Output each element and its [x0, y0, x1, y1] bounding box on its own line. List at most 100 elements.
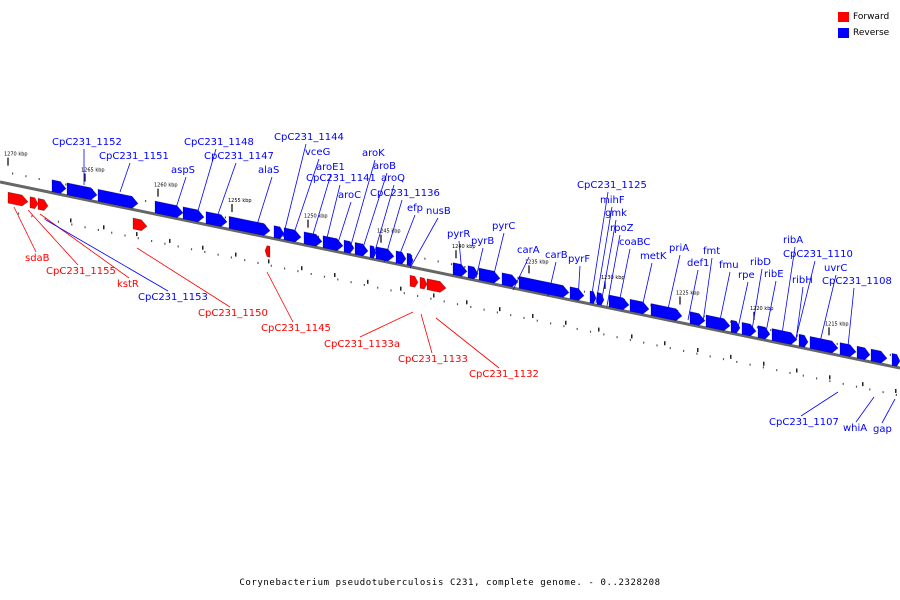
gene-label-ribh[interactable]: ribH: [792, 275, 813, 286]
gene-label-cpc231-1151[interactable]: CpC231_1151: [99, 151, 169, 162]
gene-label-aroe1[interactable]: aroE1: [316, 162, 345, 173]
gene-arrow-reverse[interactable]: [757, 325, 771, 340]
gene-arrow-reverse[interactable]: [154, 200, 184, 218]
gene-label-cpc231-1108[interactable]: CpC231_1108: [822, 276, 892, 287]
gene-label-asps[interactable]: aspS: [171, 165, 195, 176]
gene-arrow-reverse[interactable]: [705, 314, 731, 331]
gene-label-gap[interactable]: gap: [873, 424, 892, 435]
gene-label-cpc231-1133[interactable]: CpC231_1133: [398, 354, 468, 365]
gene-arrow-forward[interactable]: [426, 278, 447, 293]
gene-label-pyrc[interactable]: pyrC: [492, 221, 515, 232]
gene-label-cpc231-1145[interactable]: CpC231_1145: [261, 323, 331, 334]
gene-arrow-reverse[interactable]: [518, 275, 570, 298]
gene-label-cpc231-1136[interactable]: CpC231_1136: [370, 188, 440, 199]
gene-arrow-reverse[interactable]: [66, 182, 98, 201]
gene-arrow-reverse[interactable]: [798, 333, 809, 348]
gene-label-nusb[interactable]: nusB: [426, 206, 451, 217]
gene-arrow-reverse[interactable]: [891, 352, 900, 367]
gene-label-rpe[interactable]: rpe: [738, 270, 755, 281]
gene-label-aroc[interactable]: aroC: [338, 190, 361, 201]
gene-arrow-reverse[interactable]: [650, 303, 683, 322]
gene-label-cpc231-1152[interactable]: CpC231_1152: [52, 137, 122, 148]
gene-label-cpc231-1141[interactable]: CpC231_1141: [306, 173, 376, 184]
gene-label-riba[interactable]: ribA: [783, 235, 803, 246]
gene-label-uvrc[interactable]: uvrC: [824, 263, 847, 274]
gene-arrow-reverse[interactable]: [689, 311, 706, 326]
gene-label-cpc231-1150[interactable]: CpC231_1150: [198, 308, 268, 319]
gene-arrow-reverse[interactable]: [589, 290, 597, 305]
gene-arrow-forward[interactable]: [264, 245, 271, 258]
gene-arrow-forward[interactable]: [29, 196, 39, 210]
gene-label-fmu[interactable]: fmu: [719, 260, 739, 271]
gene-label-rpoz[interactable]: rpoZ: [610, 223, 634, 234]
gene-arrow-reverse[interactable]: [343, 239, 355, 254]
gene-label-pria[interactable]: priA: [669, 243, 689, 254]
gene-label-def1[interactable]: def1: [687, 258, 709, 269]
gene-arrow-reverse[interactable]: [569, 286, 585, 301]
gene-arrow-forward[interactable]: [7, 191, 29, 207]
gene-arrow-reverse[interactable]: [406, 252, 414, 267]
gene-label-metk[interactable]: metK: [640, 251, 667, 262]
gene-label-fmt[interactable]: fmt: [703, 246, 720, 257]
gene-label-cpc231-1148[interactable]: CpC231_1148: [184, 137, 254, 148]
gene-label-kstr[interactable]: kstR: [117, 279, 139, 290]
gene-arrow-reverse[interactable]: [283, 227, 302, 243]
gene-arrow-reverse[interactable]: [375, 246, 395, 262]
gene-label-cpc231-1144[interactable]: CpC231_1144: [274, 132, 344, 143]
gene-arrow-reverse[interactable]: [730, 319, 741, 334]
minor-tick: [855, 385, 858, 388]
gene-arrow-reverse[interactable]: [369, 245, 377, 259]
minor-tick: [550, 322, 552, 325]
gene-label-cara[interactable]: carA: [517, 245, 540, 256]
gene-label-aroq[interactable]: aroQ: [381, 173, 405, 184]
gene-arrow-reverse[interactable]: [870, 348, 888, 364]
gene-arrow-reverse[interactable]: [395, 250, 407, 265]
gene-arrow-forward[interactable]: [419, 276, 428, 290]
gene-label-efp[interactable]: efp: [407, 203, 423, 214]
gene-arrow-reverse[interactable]: [51, 179, 67, 194]
gene-arrow-forward[interactable]: [409, 274, 419, 288]
gene-label-cpc231-1153[interactable]: CpC231_1153: [138, 292, 208, 303]
scale-tick-label: 1225 kbp: [676, 291, 700, 297]
gene-arrow-reverse[interactable]: [629, 298, 650, 315]
gene-label-arok[interactable]: aroK: [362, 148, 385, 159]
gene-label-pyrb[interactable]: pyrB: [471, 236, 494, 247]
gene-arrow-forward[interactable]: [132, 217, 148, 232]
gene-arrow-reverse[interactable]: [97, 188, 139, 209]
gene-label-pyrf[interactable]: pyrF: [568, 254, 590, 265]
gene-label-alas[interactable]: alaS: [258, 165, 279, 176]
gene-arrow-reverse[interactable]: [273, 225, 285, 240]
gene-label-cpc231-1125[interactable]: CpC231_1125: [577, 180, 647, 191]
gene-arrow-reverse[interactable]: [856, 345, 871, 361]
gene-label-cpc231-1107[interactable]: CpC231_1107: [769, 417, 839, 428]
gene-label-cpc231-1155[interactable]: CpC231_1155: [46, 266, 116, 277]
gene-arrow-reverse[interactable]: [322, 235, 344, 251]
gene-arrow-reverse[interactable]: [478, 267, 501, 284]
gene-arrow-reverse[interactable]: [771, 328, 798, 345]
gene-label-pyrr[interactable]: pyrR: [447, 229, 470, 240]
gene-label-arob[interactable]: aroB: [373, 161, 396, 172]
gene-label-coabc[interactable]: coaBC: [619, 237, 650, 248]
gene-arrow-reverse[interactable]: [182, 206, 205, 223]
gene-label-ribe[interactable]: ribE: [764, 269, 784, 280]
gene-label-sdab[interactable]: sdaB: [25, 253, 50, 264]
gene-arrow-reverse[interactable]: [741, 321, 757, 337]
gene-arrow-reverse[interactable]: [228, 215, 271, 236]
gene-arrow-reverse[interactable]: [303, 231, 323, 247]
gene-arrow-forward[interactable]: [37, 197, 49, 211]
gene-label-cpc231-1110[interactable]: CpC231_1110: [783, 249, 853, 260]
gene-label-vceg[interactable]: vceG: [305, 147, 330, 158]
gene-arrow-reverse[interactable]: [354, 241, 369, 257]
gene-label-gmk[interactable]: gmk: [605, 208, 627, 219]
gene-label-mihf[interactable]: mihF: [600, 195, 625, 206]
gene-label-cpc231-1147[interactable]: CpC231_1147: [204, 151, 274, 162]
gene-label-ribd[interactable]: ribD: [750, 257, 771, 268]
gene-label-whia[interactable]: whiA: [843, 423, 867, 434]
gene-label-cpc231-1133a[interactable]: CpC231_1133a: [324, 339, 400, 350]
gene-arrow-reverse[interactable]: [809, 336, 839, 354]
gene-arrow-reverse[interactable]: [501, 272, 519, 288]
gene-label-cpc231-1132[interactable]: CpC231_1132: [469, 369, 539, 380]
gene-label-carb[interactable]: carB: [545, 250, 568, 261]
gene-arrow-reverse[interactable]: [596, 292, 605, 306]
gene-arrow-reverse[interactable]: [452, 262, 468, 277]
